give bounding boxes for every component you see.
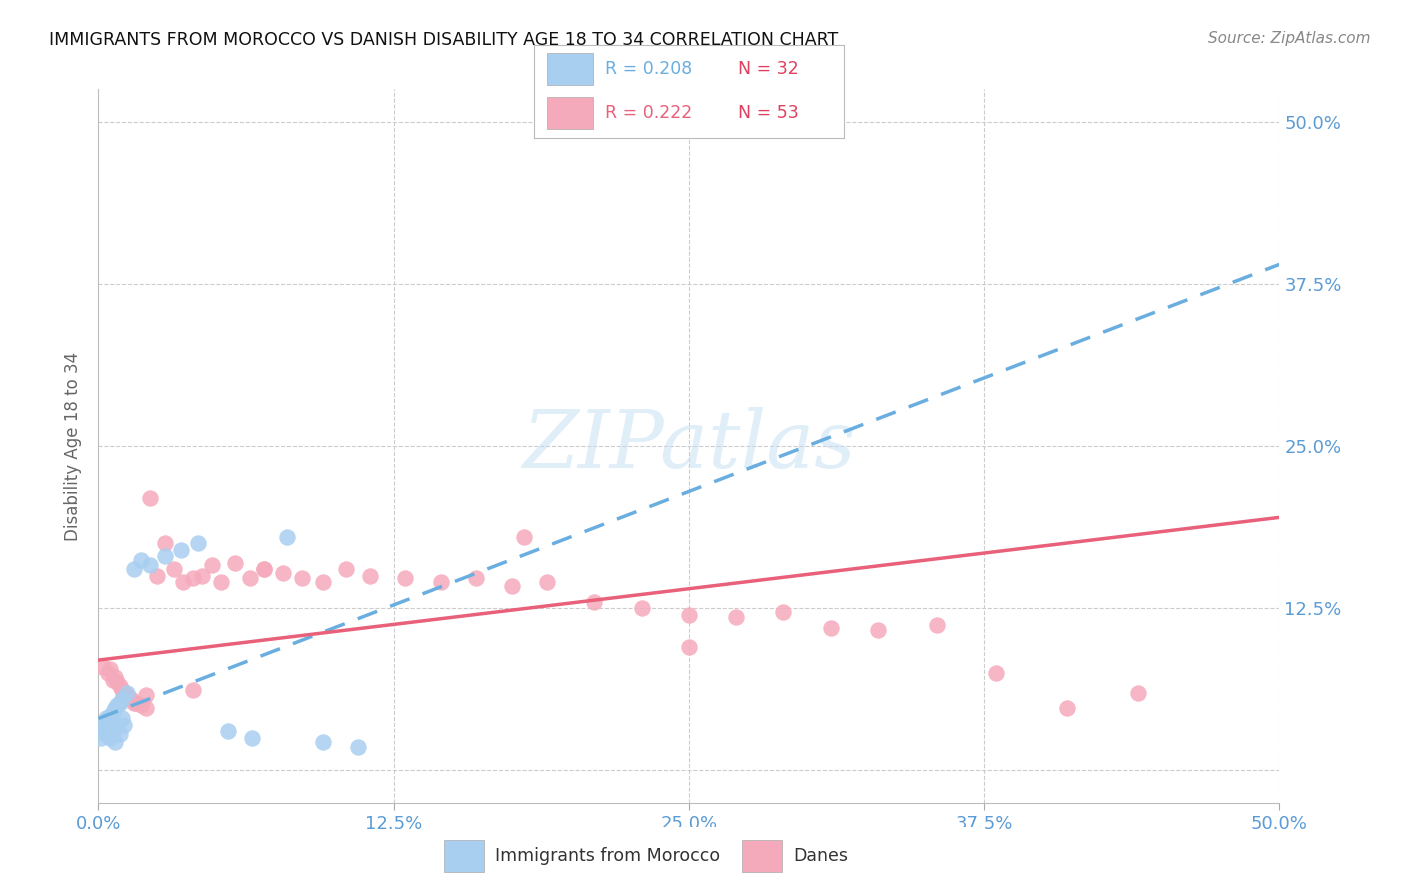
Point [90, 731, 112, 745]
Text: IMMIGRANTS FROM MOROCCO VS DANISH DISABILITY AGE 18 TO 34 CORRELATION CHART: IMMIGRANTS FROM MOROCCO VS DANISH DISABI… [49, 31, 838, 49]
Point [772, 605, 794, 619]
Point [181, 571, 204, 585]
Point [112, 718, 135, 732]
Point [101, 705, 124, 719]
Point [115, 685, 138, 699]
Text: Danes: Danes [793, 847, 848, 865]
Point [224, 556, 246, 570]
Point [98, 709, 121, 723]
Point [97, 714, 120, 728]
Point [91, 659, 114, 673]
Point [359, 568, 381, 582]
Point [430, 575, 453, 590]
Point [536, 575, 558, 590]
Point [105, 698, 128, 713]
Bar [547, 53, 593, 85]
Point [108, 727, 131, 741]
Point [101, 673, 124, 687]
Point [153, 536, 176, 550]
Point [91, 718, 114, 732]
Point [111, 711, 134, 725]
Point [191, 568, 214, 582]
Point [181, 682, 204, 697]
Point [678, 640, 700, 654]
Point [108, 696, 131, 710]
Point [98, 731, 121, 745]
Point [312, 735, 335, 749]
Point [394, 571, 416, 585]
Point [125, 696, 148, 710]
Point [163, 562, 186, 576]
Point [101, 724, 124, 739]
Point [465, 571, 488, 585]
Point [312, 575, 335, 590]
Text: N = 32: N = 32 [738, 60, 799, 78]
Point [201, 558, 224, 573]
Point [129, 698, 152, 713]
Bar [547, 97, 593, 129]
Point [170, 542, 193, 557]
Point [105, 718, 128, 732]
Point [217, 724, 239, 739]
Point [104, 701, 127, 715]
Point [97, 666, 120, 681]
Point [240, 731, 263, 745]
Point [866, 624, 889, 638]
Point [97, 722, 120, 736]
Point [187, 536, 209, 550]
Point [115, 688, 138, 702]
Point [94, 711, 117, 725]
Point [98, 662, 121, 676]
Point [276, 530, 298, 544]
Point [111, 692, 134, 706]
Point [122, 562, 145, 576]
Point [209, 575, 232, 590]
Point [139, 558, 162, 573]
Point [984, 666, 1007, 681]
Point [129, 553, 152, 567]
Bar [444, 840, 484, 872]
Point [105, 675, 128, 690]
Point [239, 571, 262, 585]
Point [135, 688, 157, 702]
Point [512, 530, 534, 544]
Point [1056, 701, 1078, 715]
Point [108, 679, 131, 693]
Text: Immigrants from Morocco: Immigrants from Morocco [495, 847, 720, 865]
Point [153, 549, 176, 564]
Point [290, 571, 312, 585]
Bar [742, 840, 782, 872]
Point [271, 566, 294, 581]
Text: ZIPatlas: ZIPatlas [522, 408, 856, 484]
Point [111, 682, 134, 697]
Point [678, 607, 700, 622]
Point [347, 739, 370, 754]
Point [172, 575, 194, 590]
Point [139, 491, 162, 505]
Point [104, 670, 127, 684]
Text: Source: ZipAtlas.com: Source: ZipAtlas.com [1208, 31, 1371, 46]
Point [253, 562, 276, 576]
Point [630, 601, 652, 615]
Point [725, 610, 748, 624]
Point [253, 562, 276, 576]
Point [146, 568, 169, 582]
Point [94, 727, 117, 741]
Text: R = 0.222: R = 0.222 [606, 104, 693, 122]
Point [820, 621, 842, 635]
Point [583, 595, 606, 609]
Text: N = 53: N = 53 [738, 104, 799, 122]
Point [135, 701, 157, 715]
Point [121, 692, 143, 706]
Point [104, 735, 127, 749]
Point [112, 685, 135, 699]
Point [91, 724, 114, 739]
Point [335, 562, 357, 576]
Point [1126, 685, 1149, 699]
Point [501, 579, 523, 593]
Point [122, 696, 145, 710]
Text: R = 0.208: R = 0.208 [606, 60, 693, 78]
Point [925, 618, 948, 632]
Y-axis label: Disability Age 18 to 34: Disability Age 18 to 34 [65, 351, 83, 541]
